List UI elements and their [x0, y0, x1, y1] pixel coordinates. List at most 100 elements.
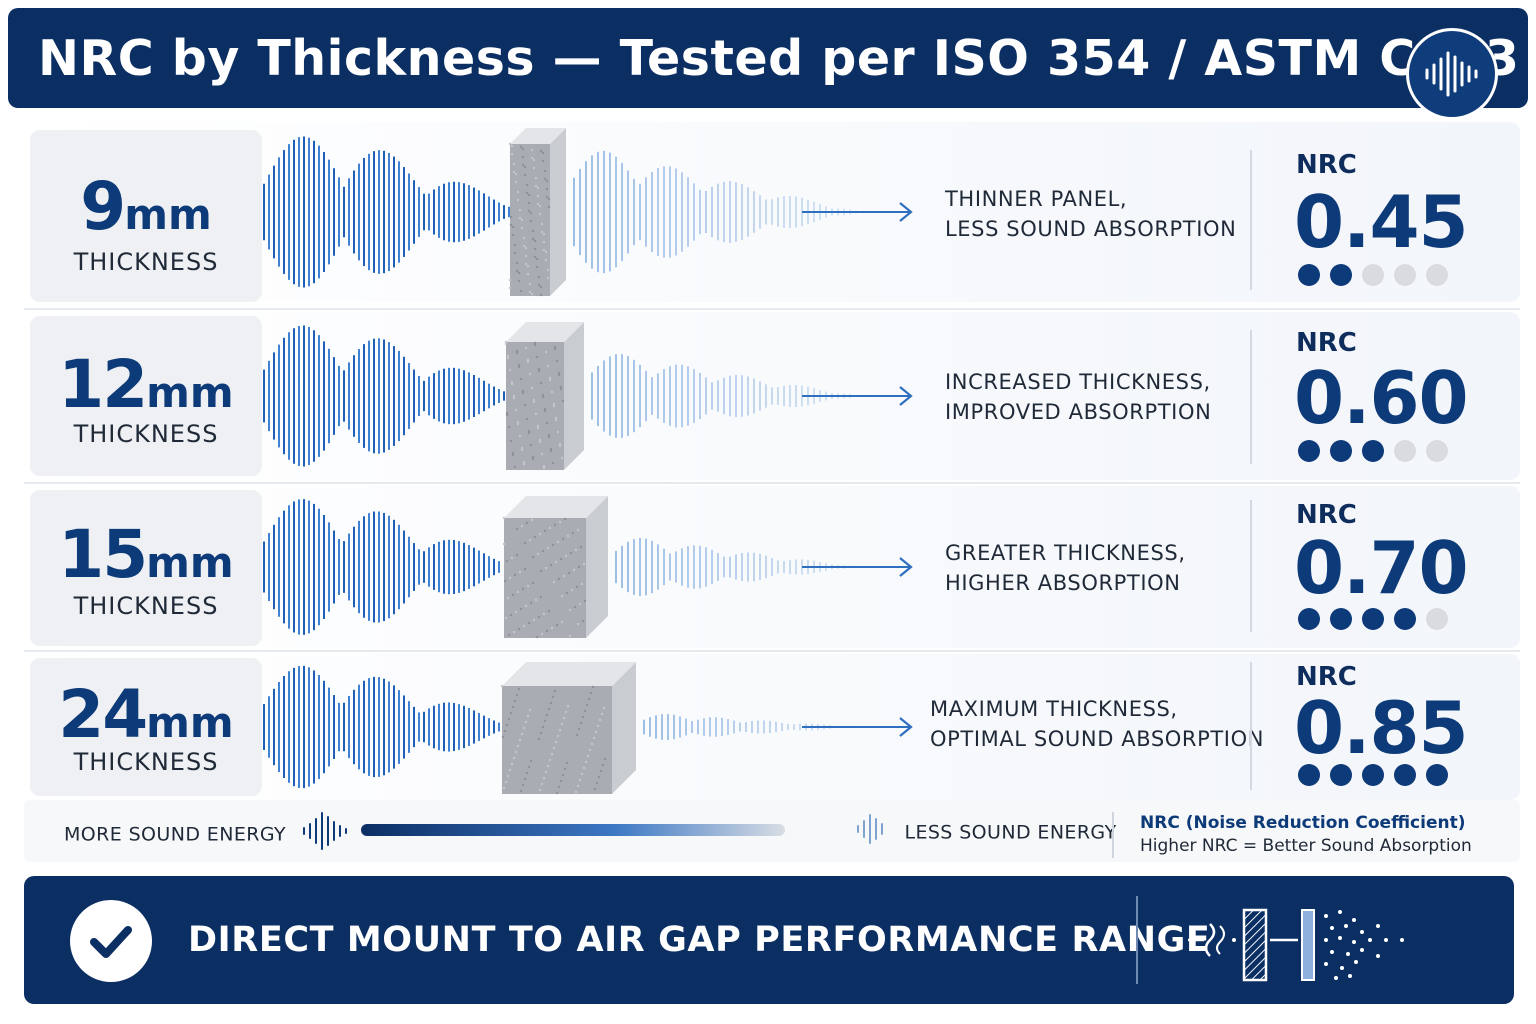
thickness-card: 9mm THICKNESS — [30, 130, 262, 302]
arrow-right-icon — [802, 202, 913, 222]
footer-text: DIRECT MOUNT TO AIR GAP PERFORMANCE RANG… — [188, 920, 1211, 960]
thickness-unit: mm — [146, 368, 234, 417]
nrc-definition: NRC (Noise Reduction Coefficient) — [1140, 813, 1466, 833]
description-line-2: LESS SOUND ABSORPTION — [945, 217, 1237, 241]
rating-dot-empty — [1394, 264, 1416, 286]
check-icon — [70, 900, 152, 982]
energy-gradient-bar — [361, 824, 785, 836]
rating-dot-empty — [1426, 440, 1448, 462]
sound-wave-graphic — [263, 128, 913, 297]
rating-dot-filled — [1394, 608, 1416, 630]
legend-more-energy: MORE SOUND ENERGY — [64, 812, 352, 851]
sound-wave-graphic — [263, 322, 913, 470]
thickness-number: 9 — [80, 168, 126, 245]
rating-dot-filled — [1362, 608, 1384, 630]
divider — [1250, 150, 1252, 290]
thickness-number: 24 — [58, 676, 148, 753]
nrc-label: NRC — [1296, 662, 1357, 692]
thickness-card: 24mm THICKNESS — [30, 658, 262, 796]
thickness-value: 12mm — [30, 346, 262, 423]
description-line-2: IMPROVED ABSORPTION — [945, 400, 1212, 424]
rating-dot-filled — [1298, 264, 1320, 286]
divider — [1250, 662, 1252, 790]
thickness-value: 24mm — [30, 676, 262, 753]
panel-side — [586, 496, 608, 638]
row-24mm: 24mm THICKNESS MAXIMUM THICKNESS, OPTIMA… — [24, 654, 1520, 800]
description-line-2: OPTIMAL SOUND ABSORPTION — [930, 727, 1265, 751]
rating-dot-filled — [1330, 264, 1352, 286]
nrc-label: NRC — [1296, 150, 1357, 180]
rating-dot-filled — [1362, 440, 1384, 462]
nrc-value: 0.45 — [1294, 180, 1469, 264]
row-description: THINNER PANEL, LESS SOUND ABSORPTION — [945, 184, 1236, 244]
description-line-1: GREATER THICKNESS, — [945, 541, 1186, 565]
footer-divider — [1136, 896, 1138, 984]
description-line-1: MAXIMUM THICKNESS, — [930, 697, 1178, 721]
panel-side — [612, 662, 636, 794]
thickness-value: 9mm — [30, 168, 262, 245]
rating-dot-filled — [1330, 764, 1352, 786]
rating-dot-filled — [1298, 608, 1320, 630]
legend-more-label: MORE SOUND ENERGY — [64, 823, 287, 846]
rating-dot-empty — [1426, 264, 1448, 286]
legend-divider — [1112, 812, 1114, 858]
page-title: NRC by Thickness — Tested per ISO 354 / … — [38, 30, 1520, 87]
thickness-number: 12 — [58, 346, 148, 423]
row-divider — [24, 482, 1520, 484]
nrc-note: Higher NRC = Better Sound Absorption — [1140, 836, 1472, 856]
thickness-unit: mm — [124, 190, 212, 239]
legend-less-energy: LESS SOUND ENERGY — [854, 814, 1117, 847]
arrow-right-icon — [802, 557, 913, 577]
row-divider — [24, 308, 1520, 310]
rating-dot-filled — [1426, 764, 1448, 786]
nrc-label: NRC — [1296, 328, 1357, 358]
rating-dot-filled — [1298, 440, 1320, 462]
weak-wave-icon — [857, 814, 883, 844]
energy-legend: MORE SOUND ENERGY LESS SOUND ENERGY NRC … — [24, 800, 1520, 862]
sound-wave-graphic — [263, 496, 913, 639]
nrc-value: 0.60 — [1294, 356, 1469, 440]
rating-dot-filled — [1330, 440, 1352, 462]
acoustic-panel — [504, 518, 586, 638]
description-line-1: INCREASED THICKNESS, — [945, 370, 1211, 394]
row-description: GREATER THICKNESS, HIGHER ABSORPTION — [945, 538, 1186, 598]
header-banner: NRC by Thickness — Tested per ISO 354 / … — [8, 8, 1528, 120]
thickness-label: THICKNESS — [73, 248, 219, 276]
rating-dot-filled — [1330, 608, 1352, 630]
row-15mm: 15mm THICKNESS GREATER THICKNESS, HIGHER… — [24, 486, 1520, 648]
thickness-value: 15mm — [30, 516, 262, 593]
row-description: MAXIMUM THICKNESS, OPTIMAL SOUND ABSORPT… — [930, 694, 1264, 754]
thickness-card: 12mm THICKNESS — [30, 316, 262, 476]
rating-dot-filled — [1362, 764, 1384, 786]
row-description: INCREASED THICKNESS, IMPROVED ABSORPTION — [945, 367, 1211, 427]
description-line-2: HIGHER ABSORPTION — [945, 571, 1181, 595]
thickness-label: THICKNESS — [73, 420, 219, 448]
description-line-1: THINNER PANEL, — [945, 187, 1128, 211]
acoustic-panel — [502, 686, 612, 794]
panel-side — [564, 322, 584, 470]
thickness-label: THICKNESS — [73, 748, 219, 776]
row-divider — [24, 650, 1520, 652]
rating-dot-filled — [1298, 764, 1320, 786]
sound-wave-icon — [1406, 28, 1498, 120]
thickness-unit: mm — [146, 538, 234, 587]
panel-side — [550, 128, 566, 296]
footer-banner: DIRECT MOUNT TO AIR GAP PERFORMANCE RANG… — [24, 876, 1514, 1004]
nrc-value: 0.70 — [1294, 526, 1469, 610]
divider — [1250, 500, 1252, 632]
rating-dot-empty — [1362, 264, 1384, 286]
thickness-unit: mm — [146, 698, 234, 747]
row-12mm: 12mm THICKNESS INCREASED THICKNESS, IMPR… — [24, 312, 1520, 480]
rating-dot-filled — [1394, 764, 1416, 786]
row-9mm: 9mm THICKNESS THINNER PANEL, LESS SOUND … — [24, 122, 1520, 302]
nrc-label: NRC — [1296, 500, 1357, 530]
acoustic-panel — [506, 342, 564, 470]
legend-less-label: LESS SOUND ENERGY — [904, 821, 1117, 844]
thickness-label: THICKNESS — [73, 592, 219, 620]
rating-dot-empty — [1394, 440, 1416, 462]
arrow-right-icon — [802, 717, 913, 737]
acoustic-panel — [510, 144, 550, 296]
rating-dot-empty — [1426, 608, 1448, 630]
nrc-value: 0.85 — [1294, 686, 1469, 770]
arrow-right-icon — [802, 386, 913, 406]
